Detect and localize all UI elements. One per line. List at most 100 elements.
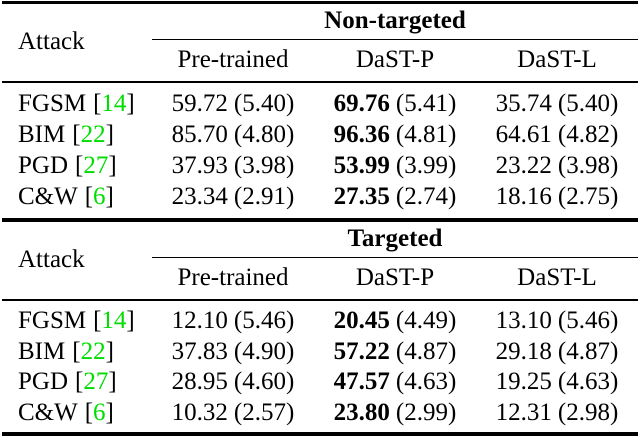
attack-column-header: Attack [18, 28, 85, 56]
citation: [27] [75, 152, 117, 180]
citation-link[interactable]: 14 [101, 307, 127, 335]
value: 59.72 [171, 89, 228, 117]
value: 27.35 [333, 182, 390, 210]
cell-pretrained: 23.34 (2.91) [152, 181, 314, 212]
value: 69.76 [333, 89, 390, 117]
cell-pretrained: 85.70 (4.80) [152, 119, 314, 150]
attack-column-header: Attack [18, 246, 85, 274]
attack-name: BIM [18, 120, 66, 148]
bracket: ] [105, 337, 114, 365]
paren-value: (3.99) [395, 151, 457, 179]
citation: [22] [72, 338, 114, 366]
citation-link[interactable]: 22 [80, 120, 106, 148]
bracket: ] [126, 89, 135, 117]
cell-dast-p: 27.35 (2.74) [314, 181, 476, 212]
cell-dast-l: 12.31 (2.98) [476, 398, 638, 429]
value: 29.18 [495, 337, 552, 365]
bracket: [ [75, 368, 84, 396]
value: 20.45 [333, 307, 390, 335]
paren-value: (4.80) [233, 120, 295, 148]
paren-value: (5.40) [233, 89, 295, 117]
column-header-pretrained: Pre-trained [177, 264, 289, 291]
attack-name: C&W [18, 182, 78, 210]
cell-dast-p: 96.36 (4.81) [314, 119, 476, 150]
citation-link[interactable]: 22 [80, 337, 106, 365]
bracket: ] [108, 151, 117, 179]
paren-value: (4.63) [395, 368, 457, 396]
cell-dast-p: 53.99 (3.99) [314, 150, 476, 181]
section-header-non-targeted: Non-targeted [152, 4, 638, 40]
header-rule [2, 80, 638, 83]
column-header-dast-l: DaST-L [517, 46, 597, 73]
attack-name: FGSM [18, 307, 87, 335]
paren-value: (4.81) [395, 120, 457, 148]
paren-value: (4.90) [233, 337, 295, 365]
cell-dast-p: 23.80 (2.99) [314, 398, 476, 429]
citation-link[interactable]: 14 [101, 89, 127, 117]
value: 19.25 [495, 368, 552, 396]
cell-dast-l: 35.74 (5.40) [476, 88, 638, 119]
column-header-dast-l: DaST-L [517, 264, 597, 291]
paren-value: (2.98) [557, 398, 619, 426]
section-header-targeted: Targeted [152, 222, 638, 258]
value: 18.16 [495, 182, 552, 210]
value: 85.70 [171, 120, 228, 148]
value: 96.36 [333, 120, 390, 148]
attack-name: BIM [18, 337, 66, 365]
citation-link[interactable]: 6 [93, 398, 106, 426]
bracket: ] [108, 368, 117, 396]
paren-value: (5.46) [557, 307, 619, 335]
value: 37.93 [171, 151, 228, 179]
paren-value: (5.40) [557, 89, 619, 117]
value: 28.95 [171, 368, 228, 396]
paren-value: (2.57) [233, 398, 295, 426]
cell-dast-p: 47.57 (4.63) [314, 367, 476, 398]
value: 37.83 [171, 337, 228, 365]
table-body: FGSM [14] 12.10 (5.46) 20.45 (4.49) 13.10(… [2, 301, 638, 432]
paren-value: (5.46) [233, 307, 295, 335]
citation: [14] [93, 307, 135, 335]
cell-dast-l: 64.61 (4.82) [476, 119, 638, 150]
paren-value: (3.98) [557, 151, 619, 179]
bracket: [ [93, 89, 102, 117]
attack-label: FGSM [14] [2, 306, 152, 337]
bracket: ] [105, 398, 114, 426]
citation: [14] [93, 90, 135, 118]
bracket: ] [105, 120, 114, 148]
value: 47.57 [333, 368, 390, 396]
column-header-pretrained: Pre-trained [177, 46, 289, 73]
citation-link[interactable]: 27 [83, 368, 109, 396]
paren-value: (4.87) [557, 337, 619, 365]
value: 35.74 [495, 89, 552, 117]
column-header-dast-p: DaST-P [355, 264, 435, 291]
attack-name: PGD [18, 151, 69, 179]
attack-name: C&W [18, 398, 78, 426]
value: 64.61 [495, 120, 552, 148]
attack-name: PGD [18, 368, 69, 396]
table-header: Attack Targeted Pre-trained DaST-P DaST-… [2, 222, 638, 299]
cell-dast-l: 29.18 (4.87) [476, 337, 638, 368]
cell-pretrained: 59.72 (5.40) [152, 88, 314, 119]
bracket: [ [84, 182, 94, 210]
value: 23.22 [495, 151, 552, 179]
citation-link[interactable]: 6 [93, 182, 106, 210]
citation: [27] [75, 368, 117, 396]
value: 12.10 [171, 307, 228, 335]
value: 10.32 [171, 398, 228, 426]
table-targeted: Attack Targeted Pre-trained DaST-P DaST-… [0, 222, 640, 432]
bracket: ] [105, 182, 114, 210]
cell-pretrained: 37.93 (3.98) [152, 150, 314, 181]
attack-label: BIM [22] [2, 119, 152, 150]
attack-label: C&W [6] [2, 181, 152, 212]
attack-name: FGSM [18, 89, 87, 117]
citation: [6] [85, 399, 114, 427]
citation-link[interactable]: 27 [83, 151, 109, 179]
paren-value: (3.98) [233, 151, 295, 179]
bracket: [ [72, 120, 81, 148]
paren-value: (4.60) [233, 368, 295, 396]
attack-label: PGD [27] [2, 150, 152, 181]
value: 23.80 [333, 398, 390, 426]
paren-value: (4.87) [395, 337, 457, 365]
table-separator-rule [2, 218, 638, 222]
